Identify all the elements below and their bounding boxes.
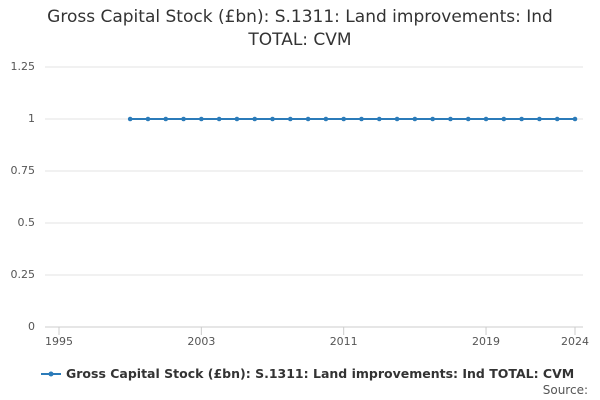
data-point	[127, 116, 133, 122]
data-point	[323, 116, 329, 122]
legend-swatch	[41, 371, 61, 376]
source: Source:	[542, 383, 588, 397]
data-point	[181, 116, 186, 122]
data-point	[199, 116, 204, 122]
x-tick-label: 1995	[45, 335, 73, 348]
data-point	[501, 116, 507, 122]
data-point	[412, 116, 418, 122]
data-point	[483, 116, 489, 122]
data-point	[288, 116, 293, 122]
data-point	[234, 116, 240, 122]
chart-title: Gross Capital Stock (£bn): S.1311: Land …	[47, 7, 553, 50]
data-point	[430, 116, 435, 122]
data-point	[216, 116, 222, 122]
y-tick-label: 1.25	[11, 60, 36, 73]
x-tick-label: 2024	[561, 335, 589, 348]
y-tick-label: 0.75	[11, 164, 36, 177]
data-point	[163, 116, 169, 122]
data-point	[270, 116, 275, 122]
data-point	[465, 116, 471, 122]
data-point	[519, 116, 524, 122]
data-point	[341, 116, 346, 122]
legend-label: Gross Capital Stock (£bn): S.1311: Land …	[66, 366, 575, 381]
data-point	[572, 116, 578, 122]
x-tick-label: 2011	[330, 335, 358, 348]
y-tick-label: 1	[28, 112, 35, 125]
y-tick-label: 0.5	[18, 216, 36, 229]
data-point	[359, 116, 364, 122]
y-tick-label: 0.25	[11, 268, 36, 281]
data-point	[554, 116, 560, 122]
data-point	[448, 116, 453, 122]
data-point	[305, 116, 311, 122]
data-point	[394, 116, 400, 122]
data-point	[537, 116, 542, 122]
data-point	[252, 116, 258, 122]
data-point	[145, 116, 151, 122]
x-tick-label: 2003	[187, 335, 215, 348]
legend: Gross Capital Stock (£bn): S.1311: Land …	[40, 366, 574, 381]
data-point	[376, 116, 382, 122]
x-tick-label: 2019	[472, 335, 500, 348]
y-tick-label: 0	[28, 320, 35, 333]
